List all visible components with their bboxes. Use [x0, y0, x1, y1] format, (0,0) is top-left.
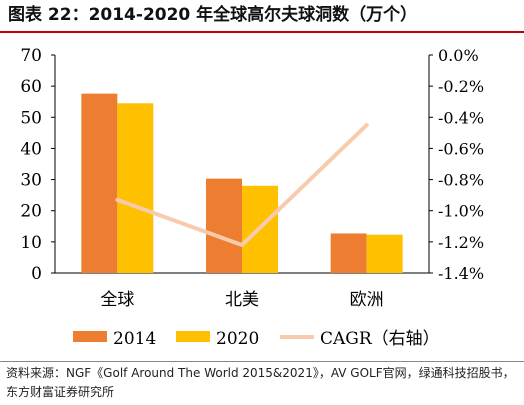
y-left-tick-label: 50 [20, 108, 42, 128]
legend-swatch-2020 [176, 331, 210, 342]
y-left-tick-label: 70 [20, 46, 42, 66]
y-left-tick-label: 0 [31, 264, 42, 284]
chart: 0 10 20 30 40 50 60 70 -1.4% -1.2% -1.0% -0.8% -0.6%… [20, 46, 484, 349]
bar-2014-1 [206, 178, 242, 273]
y-left-tick-label: 60 [20, 77, 42, 97]
chart-title: 图表 22：2014-2020 年全球高尔夫球洞数（万个） [8, 5, 418, 25]
y-right-tick-label: -1.2% [438, 233, 484, 252]
y-right-tick-label: -0.6% [438, 139, 484, 158]
source-divider [0, 361, 524, 362]
y-right-tick-label: -1.0% [438, 202, 484, 221]
cagr-line [115, 123, 369, 247]
y-right-tick-label: -1.4% [438, 264, 484, 283]
y-right-tick-label: -0.2% [438, 77, 484, 96]
y-left-tick-label: 10 [20, 233, 42, 253]
legend-label: CAGR（右轴） [320, 329, 440, 349]
y-right-tick-label: -0.8% [438, 171, 484, 190]
bar-2020-0 [117, 103, 154, 274]
y-left-tick-label: 20 [20, 202, 42, 222]
source-note: 资料来源：NGF《Golf Around The World 2015&2021… [6, 366, 515, 399]
legend-swatch-2014 [73, 331, 107, 342]
y-right-tick-label: -0.4% [438, 108, 484, 127]
x-tick-label: 北美 [225, 290, 259, 310]
legend-label: 2020 [216, 329, 259, 349]
y-left-tick-label: 40 [20, 139, 42, 159]
title-divider [0, 31, 524, 33]
legend-label: 2014 [113, 329, 156, 349]
x-tick-label: 欧洲 [350, 290, 384, 310]
y-right-tick-label: 0.0% [438, 46, 479, 65]
x-tick-label: 全球 [100, 290, 134, 310]
y-left-tick-label: 30 [20, 171, 42, 191]
bar-2014-0 [81, 93, 118, 273]
bar-2014-2 [330, 233, 367, 273]
bar-2020-2 [366, 234, 403, 273]
